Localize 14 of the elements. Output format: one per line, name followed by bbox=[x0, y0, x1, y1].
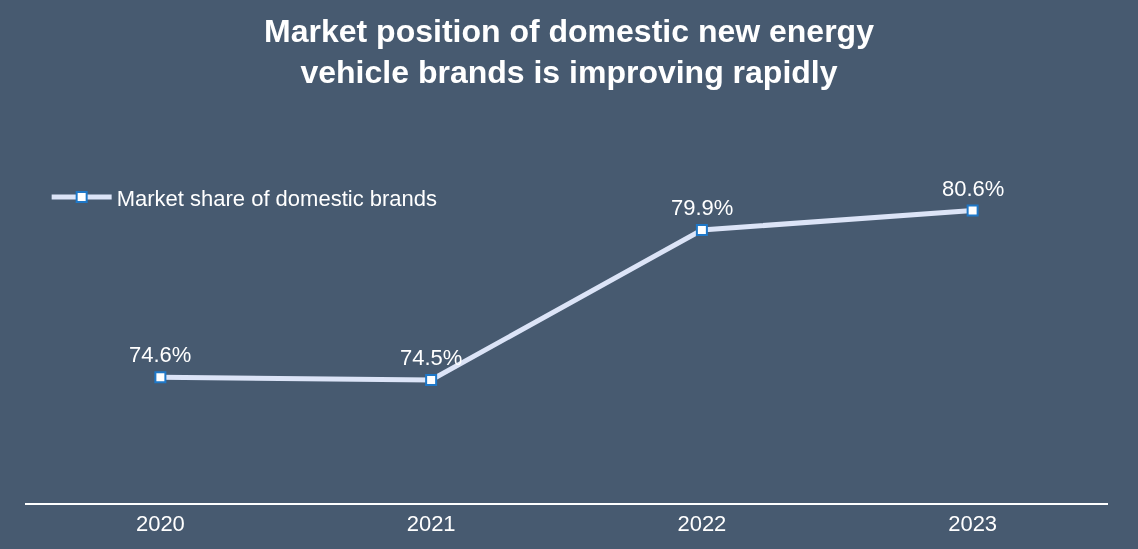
legend-label: Market share of domestic brands bbox=[116, 185, 438, 211]
data-label: 74.6% bbox=[129, 342, 192, 367]
data-label: 80.6% bbox=[942, 176, 1005, 201]
chart-title: Market position of domestic new energy vehicle brands is improving rapidly bbox=[264, 12, 875, 91]
x-tick-label: 2021 bbox=[406, 511, 456, 537]
x-tick-label: 2023 bbox=[948, 511, 998, 537]
x-tick-label: 2022 bbox=[677, 511, 727, 537]
point bbox=[425, 373, 438, 386]
point bbox=[695, 223, 708, 236]
data-label: 74.5% bbox=[400, 345, 463, 370]
data-label: 79.9% bbox=[671, 195, 734, 220]
x-tick-label: 2020 bbox=[135, 511, 185, 537]
point bbox=[154, 371, 167, 384]
point bbox=[966, 204, 979, 217]
